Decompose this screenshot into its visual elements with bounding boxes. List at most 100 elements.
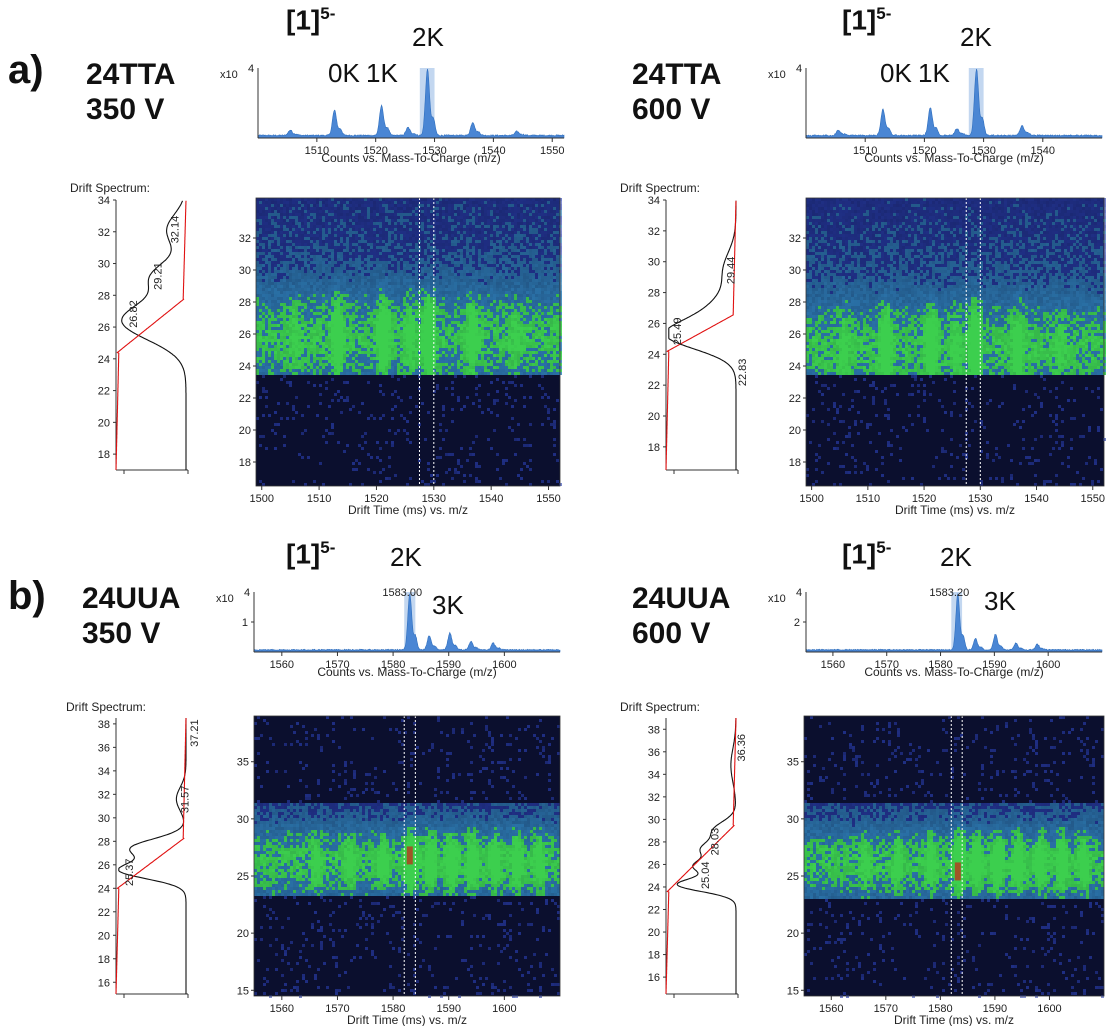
map-cell: [340, 213, 343, 216]
map-cell: [361, 447, 364, 450]
map-cell: [430, 357, 433, 360]
map-cell: [433, 306, 436, 309]
map-cell: [409, 357, 412, 360]
map-cell: [376, 339, 379, 342]
map-cell: [490, 351, 493, 354]
map-cell: [331, 216, 334, 219]
map-cell: [436, 276, 439, 279]
map-cell: [268, 315, 271, 318]
map-cell: [328, 348, 331, 351]
map-cell: [463, 327, 466, 330]
map-cell: [349, 303, 352, 306]
map-cell: [259, 396, 262, 399]
map-cell: [328, 321, 331, 324]
ion-base: [1]: [286, 4, 320, 35]
map-cell: [328, 228, 331, 231]
map-cell: [490, 369, 493, 372]
map-cell: [451, 198, 454, 201]
map-cell: [373, 201, 376, 204]
map-cell: [268, 276, 271, 279]
map-cell: [292, 351, 295, 354]
map-cell: [304, 270, 307, 273]
map-cell: [493, 246, 496, 249]
map-cell: [337, 258, 340, 261]
map-cell: [418, 387, 421, 390]
map-cell: [325, 342, 328, 345]
map-cell: [409, 252, 412, 255]
map-cell: [325, 351, 328, 354]
map-cell: [283, 252, 286, 255]
map-cell: [445, 318, 448, 321]
map-cell: [262, 339, 265, 342]
map-cell: [358, 294, 361, 297]
map-cell: [430, 225, 433, 228]
map-cell: [478, 351, 481, 354]
map-cell: [397, 357, 400, 360]
map-cell: [451, 264, 454, 267]
map-cell: [268, 246, 271, 249]
map-cell: [421, 327, 424, 330]
map-cell: [412, 246, 415, 249]
map-cell: [484, 225, 487, 228]
map-cell: [328, 372, 331, 375]
map-cell: [346, 198, 349, 201]
map-cell: [349, 249, 352, 252]
map-cell: [292, 330, 295, 333]
map-cell: [388, 372, 391, 375]
map-cell: [397, 327, 400, 330]
map-cell: [373, 219, 376, 222]
map-cell: [394, 252, 397, 255]
map-cell: [364, 276, 367, 279]
map-cell: [478, 225, 481, 228]
map-cell: [487, 330, 490, 333]
map-cell: [292, 231, 295, 234]
map-cell: [322, 261, 325, 264]
map-cell: [325, 318, 328, 321]
map-cell: [316, 339, 319, 342]
map-cell: [391, 312, 394, 315]
map-cell: [487, 210, 490, 213]
map-cell: [310, 285, 313, 288]
map-cell: [307, 294, 310, 297]
map-cell: [259, 366, 262, 369]
map-cell: [442, 312, 445, 315]
map-cell: [493, 252, 496, 255]
map-cell: [328, 345, 331, 348]
map-cell: [463, 309, 466, 312]
map-cell: [391, 261, 394, 264]
map-cell: [295, 312, 298, 315]
map-cell: [424, 279, 427, 282]
ms-x-tick-label: 1540: [481, 145, 505, 157]
map-cell: [421, 276, 424, 279]
map-cell: [349, 243, 352, 246]
map-cell: [331, 297, 334, 300]
map-cell: [292, 357, 295, 360]
map-cell: [274, 198, 277, 201]
map-cell: [274, 222, 277, 225]
map-cell: [301, 261, 304, 264]
map-cell: [400, 354, 403, 357]
map-cell: [286, 327, 289, 330]
map-cell: [352, 216, 355, 219]
map-cell: [304, 354, 307, 357]
map-cell: [355, 258, 358, 261]
map-cell: [262, 309, 265, 312]
map-cell: [442, 222, 445, 225]
map-cell: [295, 225, 298, 228]
map-cell: [331, 423, 334, 426]
map-cell: [370, 264, 373, 267]
map-cell: [367, 240, 370, 243]
map-cell: [421, 225, 424, 228]
map-cell: [403, 297, 406, 300]
map-cell: [421, 252, 424, 255]
map-cell: [343, 399, 346, 402]
map-cell: [481, 201, 484, 204]
map-cell: [280, 237, 283, 240]
map-cell: [358, 291, 361, 294]
map-cell: [472, 207, 475, 210]
map-cell: [385, 210, 388, 213]
map-cell: [346, 354, 349, 357]
map-cell: [265, 390, 268, 393]
map-cell: [289, 222, 292, 225]
map-cell: [313, 246, 316, 249]
